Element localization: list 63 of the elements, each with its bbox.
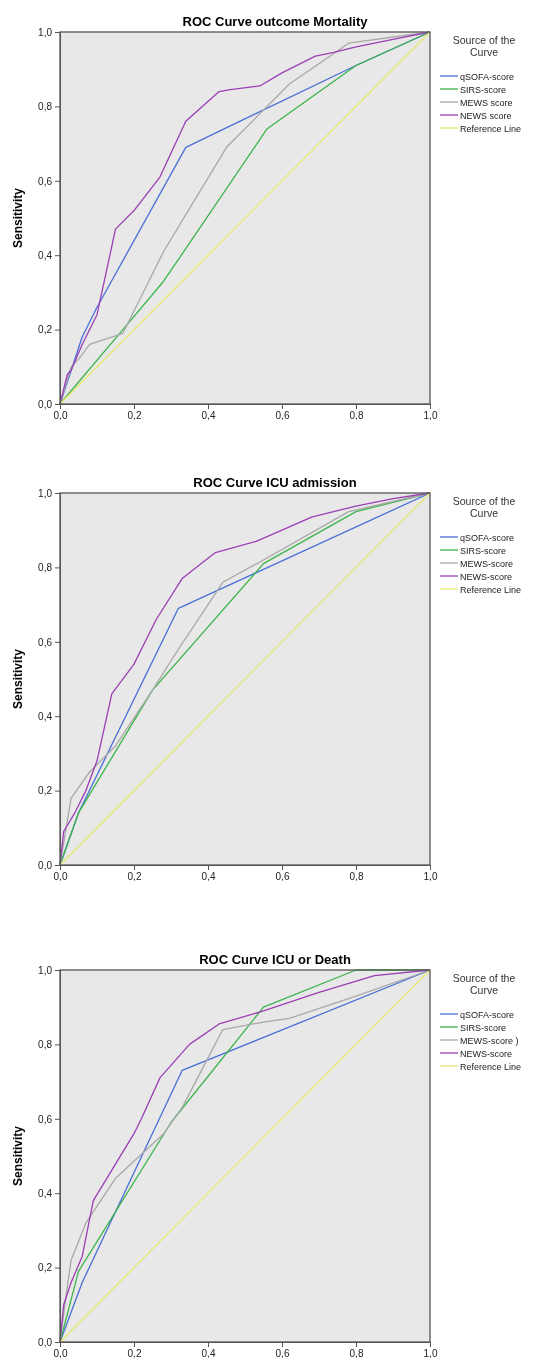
legend-label: Reference Line [460, 1061, 522, 1072]
line-series [59, 492, 431, 866]
x-tick-label: 0,4 [201, 410, 216, 422]
legend-label: SIRS-score [460, 84, 507, 95]
y-axis-title: Sensitivity [11, 648, 25, 710]
legend-label: qSOFA-score [460, 1009, 515, 1020]
legend-label: NEWS-score [460, 1048, 513, 1059]
legend-title: Source of the Curve [452, 972, 516, 996]
x-tick-label: 0,6 [275, 1348, 290, 1360]
legend-label: MEWS-score ) [460, 1035, 519, 1046]
y-tick-label: 0,4 [38, 249, 53, 261]
chart-title: ROC Curve outcome Mortality [182, 14, 369, 29]
legend-label: MEWS score [460, 97, 513, 108]
chart-title: ROC Curve ICU or Death [199, 952, 351, 967]
x-tick-label: 0,0 [53, 871, 68, 883]
y-tick-label: 0,4 [38, 710, 53, 722]
y-tick-label: 0,8 [38, 1039, 53, 1051]
legend-label: qSOFA-score [460, 532, 515, 543]
y-tick-label: 0,0 [38, 1336, 53, 1348]
y-tick-label: 1,0 [38, 487, 53, 499]
legend-label: MEWS-score [460, 558, 514, 569]
legend-title: Source of the Curve [452, 495, 516, 519]
x-tick-label: 0,2 [127, 410, 142, 422]
x-tick-label: 1,0 [423, 1348, 438, 1360]
legend-label: SIRS-score [460, 545, 507, 556]
y-tick-label: 0,0 [38, 398, 53, 410]
y-tick-label: 0,2 [38, 785, 53, 797]
y-tick-label: 0,8 [38, 101, 53, 113]
chart-title: ROC Curve ICU admission [193, 475, 357, 490]
x-tick-label: 0,6 [275, 410, 290, 422]
x-tick-label: 0,4 [201, 871, 216, 883]
y-tick-label: 0,0 [38, 859, 53, 871]
legend-label: NEWS score [460, 110, 512, 121]
y-tick-label: 1,0 [38, 26, 53, 38]
line-series [59, 31, 431, 405]
x-tick-label: 0,8 [349, 871, 364, 883]
legend-label: Reference Line [460, 584, 522, 595]
y-tick-label: 0,4 [38, 1187, 53, 1199]
legend-label: SIRS-score [460, 1022, 507, 1033]
legend-label: Reference Line [460, 123, 522, 134]
x-tick-label: 1,0 [423, 410, 438, 422]
y-tick-label: 0,2 [38, 324, 53, 336]
x-tick-label: 1,0 [423, 871, 438, 883]
legend-title: Source of the Curve [452, 34, 516, 58]
y-tick-label: 0,6 [38, 175, 53, 187]
y-axis-title: Sensitivity [11, 1125, 25, 1187]
y-tick-label: 0,8 [38, 562, 53, 574]
x-tick-label: 0,0 [53, 410, 68, 422]
line-series [59, 969, 431, 1343]
x-tick-label: 0,8 [349, 410, 364, 422]
x-tick-label: 0,2 [127, 1348, 142, 1360]
legend-label: qSOFA-score [460, 71, 515, 82]
x-tick-label: 0,2 [127, 871, 142, 883]
x-tick-label: 0,8 [349, 1348, 364, 1360]
x-tick-label: 0,4 [201, 1348, 216, 1360]
y-tick-label: 0,6 [38, 1113, 53, 1125]
y-tick-label: 0,2 [38, 1262, 53, 1274]
x-tick-label: 0,6 [275, 871, 290, 883]
x-tick-label: 0,0 [53, 1348, 68, 1360]
y-axis-title: Sensitivity [11, 187, 25, 249]
y-tick-label: 1,0 [38, 964, 53, 976]
legend-label: NEWS-score [460, 571, 513, 582]
y-tick-label: 0,6 [38, 636, 53, 648]
